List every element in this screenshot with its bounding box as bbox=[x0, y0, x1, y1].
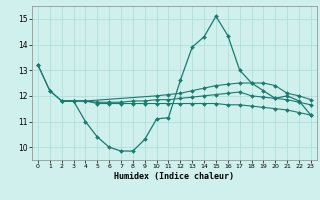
X-axis label: Humidex (Indice chaleur): Humidex (Indice chaleur) bbox=[115, 172, 234, 181]
